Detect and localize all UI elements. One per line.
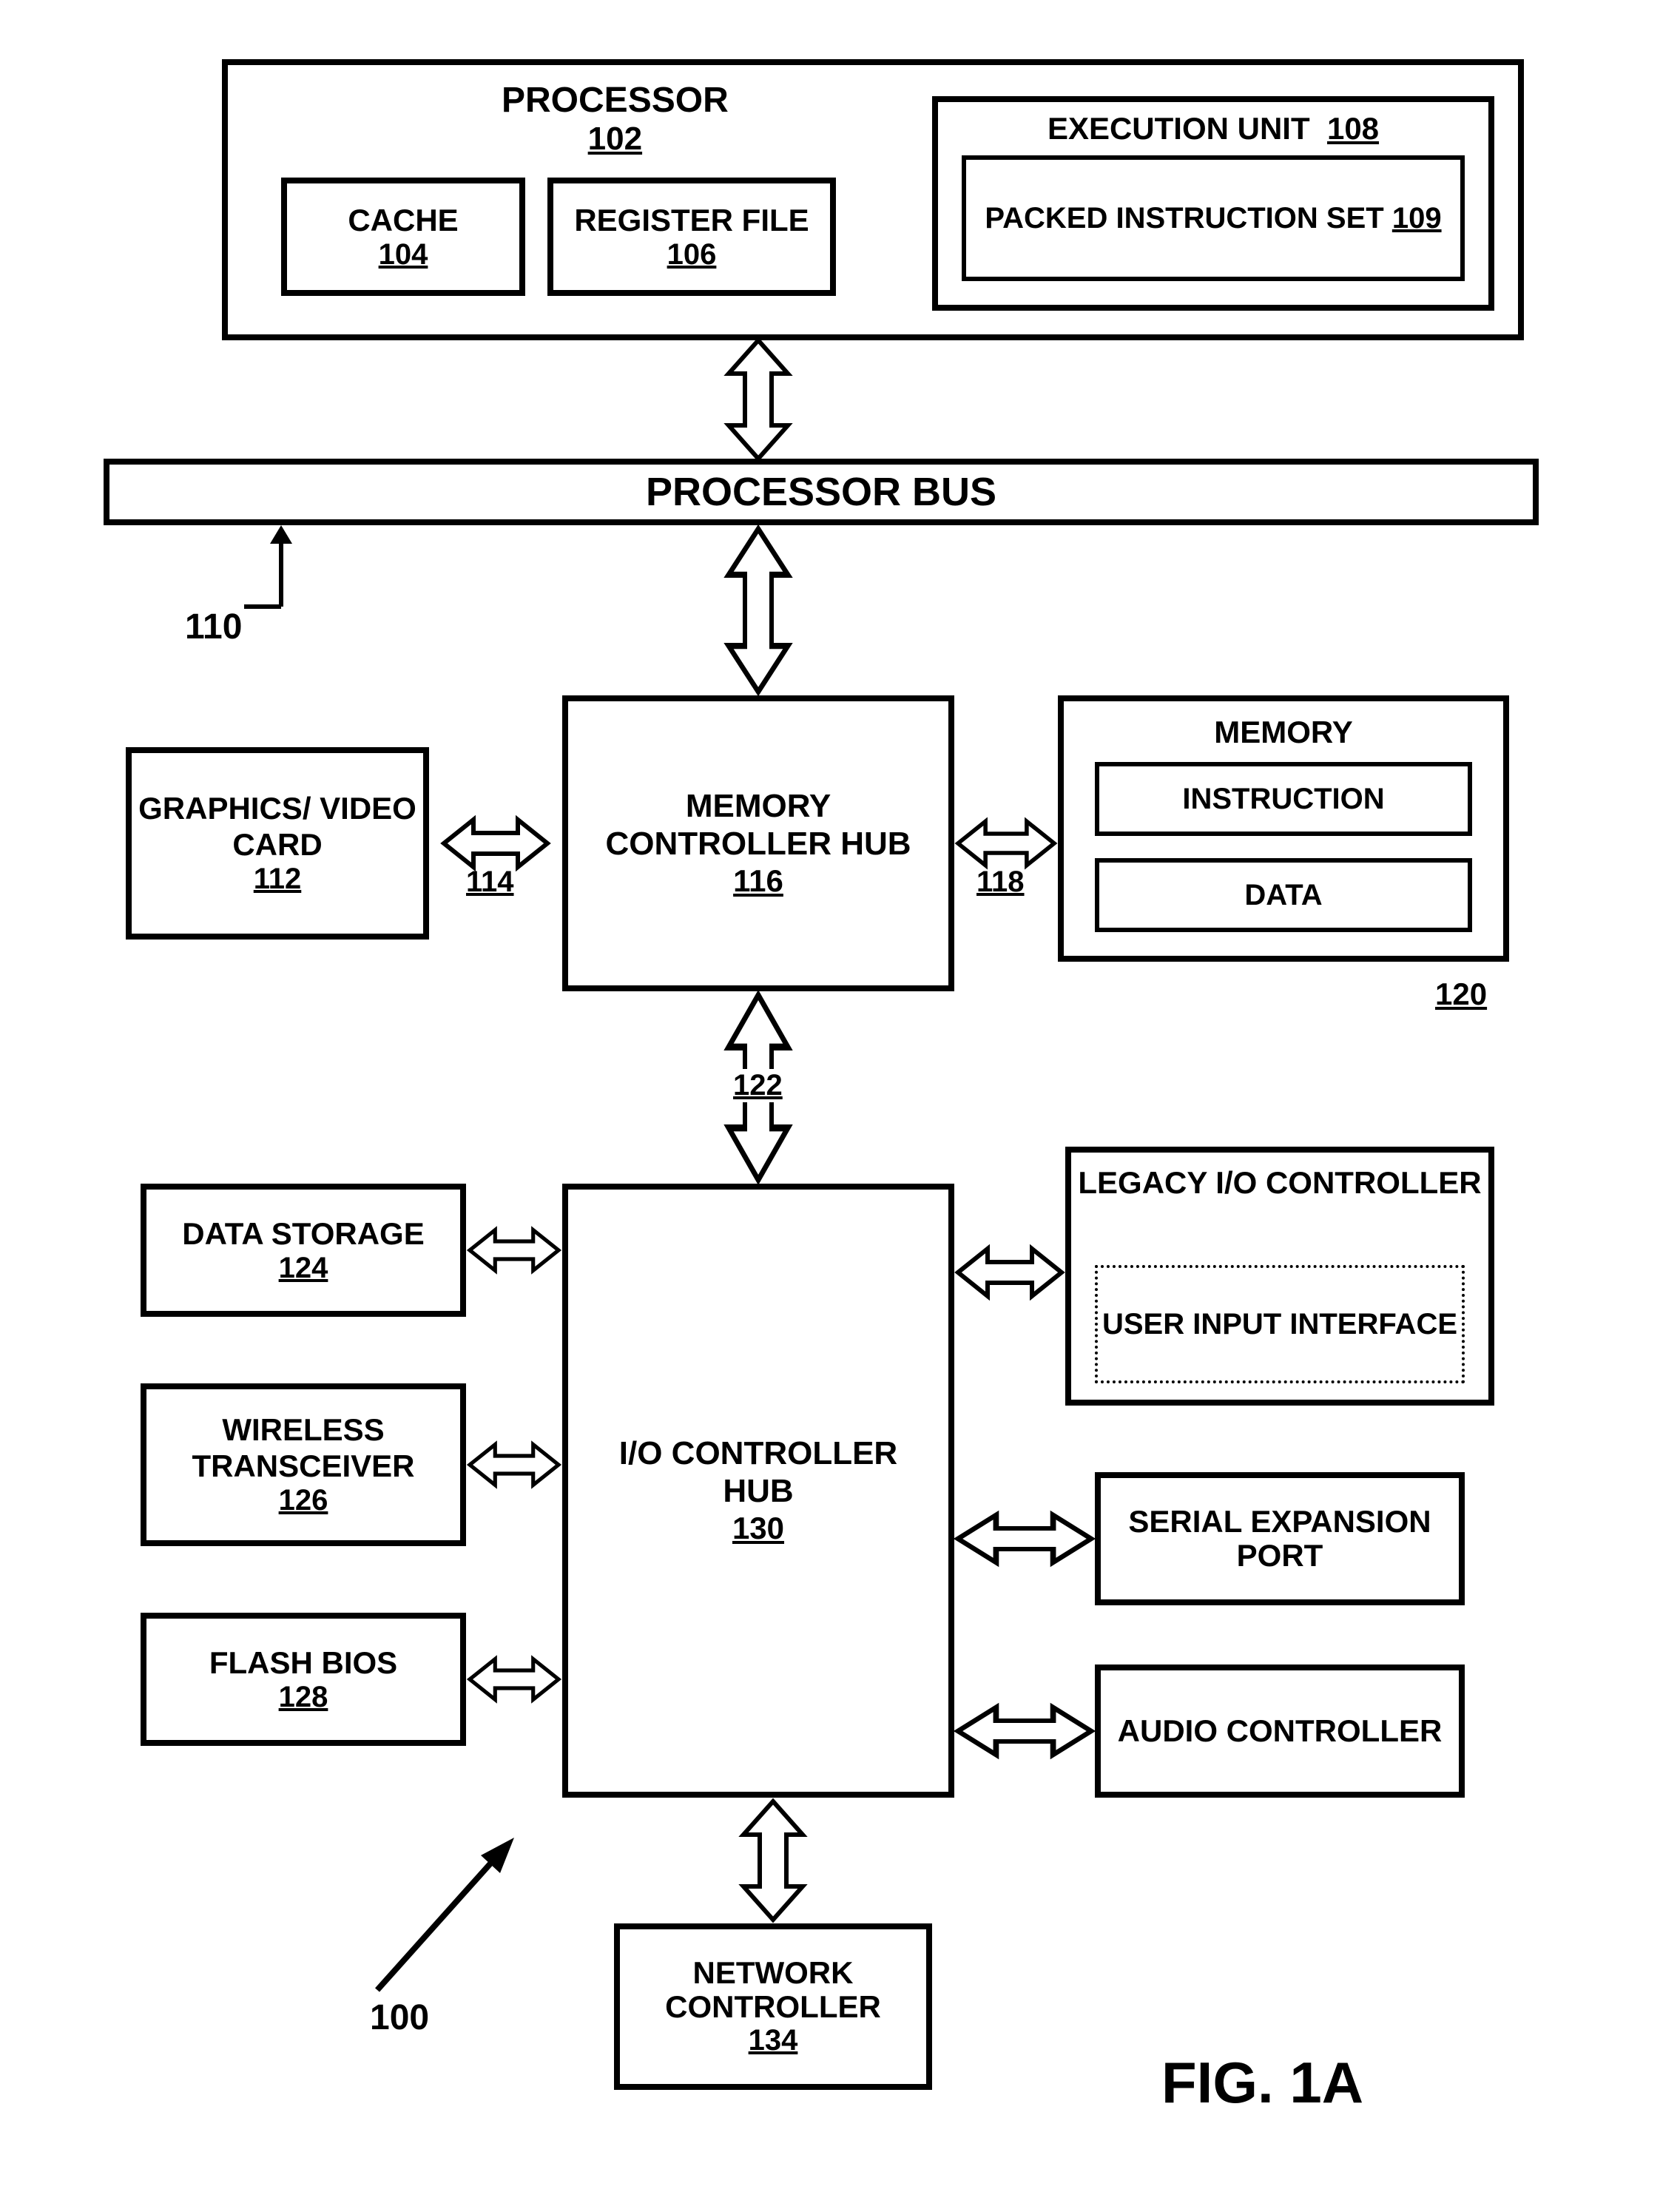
data-storage-block: DATA STORAGE 124 (141, 1184, 466, 1317)
wireless-block: WIRELESS TRANSCEIVER 126 (141, 1383, 466, 1546)
data-label: DATA (1244, 879, 1322, 912)
register-file-ref: 106 (667, 238, 717, 271)
cache-block: CACHE 104 (281, 178, 525, 296)
packed-instr-block: PACKED INSTRUCTION SET 109 (962, 155, 1465, 281)
arrow-fb-ich (470, 1650, 559, 1709)
arrow-gfx-mch-label: 114 (466, 866, 514, 899)
exec-unit-ref: 108 (1327, 111, 1379, 146)
legacy-label: LEGACY I/O CONTROLLER (1078, 1166, 1481, 1200)
instruction-label: INSTRUCTION (1182, 783, 1384, 816)
processor-bus-block: PROCESSOR BUS (104, 459, 1539, 525)
user-input-label: USER INPUT INTERFACE (1102, 1308, 1457, 1340)
graphics-block: GRAPHICS/ VIDEO CARD 112 (126, 747, 429, 940)
ich-ref: 130 (732, 1511, 784, 1546)
processor-bus-label: PROCESSOR BUS (646, 469, 996, 515)
data-storage-label: DATA STORAGE (182, 1216, 424, 1252)
network-ref: 134 (749, 2024, 798, 2057)
exec-unit-label: EXECUTION UNIT (1048, 111, 1310, 146)
memory-ref: 120 (1435, 977, 1487, 1012)
ich-label: I/O CONTROLLER HUB (568, 1435, 948, 1510)
processor-ref: 102 (502, 121, 729, 158)
system-callout: 100 (370, 1997, 429, 2038)
graphics-label: GRAPHICS/ VIDEO CARD (132, 791, 423, 863)
flash-block: FLASH BIOS 128 (141, 1613, 466, 1746)
register-file-label: REGISTER FILE (574, 203, 809, 238)
system-callout-arrow (340, 1827, 533, 2005)
graphics-ref: 112 (254, 863, 302, 896)
audio-label: AUDIO CONTROLLER (1118, 1714, 1443, 1748)
wireless-ref: 126 (279, 1484, 328, 1517)
mch-block: MEMORY CONTROLLER HUB 116 (562, 695, 954, 991)
cache-label: CACHE (348, 203, 458, 238)
arrow-mch-mem-label: 118 (976, 866, 1025, 899)
arrow-mch-mem (958, 814, 1054, 873)
wireless-label: WIRELESS TRANSCEIVER (146, 1412, 460, 1484)
arrow-gfx-mch (436, 814, 555, 873)
bus-callout: 110 (185, 607, 242, 647)
serial-block: SERIAL EXPANSION PORT (1095, 1472, 1465, 1605)
mch-ref: 116 (733, 863, 783, 899)
data-storage-ref: 124 (279, 1252, 328, 1285)
network-label: NETWORK CONTROLLER (620, 1956, 926, 2024)
arrow-proc-bus (721, 340, 795, 459)
arrow-ich-serial (958, 1509, 1091, 1568)
figure-label: FIG. 1A (1161, 2049, 1363, 2117)
network-block: NETWORK CONTROLLER 134 (614, 1923, 932, 2090)
flash-label: FLASH BIOS (209, 1645, 397, 1681)
cache-ref: 104 (379, 238, 428, 271)
arrow-ds-ich (470, 1221, 559, 1280)
arrow-mch-ich-label: 122 (729, 1069, 787, 1102)
arrow-ich-legacy (958, 1243, 1062, 1302)
memory-label: MEMORY (1214, 715, 1352, 750)
arrow-ich-net (736, 1801, 810, 1920)
instruction-block: INSTRUCTION (1095, 762, 1472, 836)
data-block: DATA (1095, 858, 1472, 932)
bus-callout-arrow (244, 525, 333, 651)
serial-label: SERIAL EXPANSION PORT (1101, 1505, 1459, 1573)
flash-ref: 128 (279, 1681, 328, 1714)
arrow-wl-ich (470, 1435, 559, 1494)
user-input-block: USER INPUT INTERFACE (1095, 1265, 1465, 1383)
register-file-block: REGISTER FILE 106 (547, 178, 836, 296)
audio-block: AUDIO CONTROLLER (1095, 1664, 1465, 1798)
arrow-ich-audio (958, 1701, 1091, 1761)
mch-label: MEMORY CONTROLLER HUB (568, 788, 948, 863)
packed-instr-label: PACKED INSTRUCTION SET (985, 202, 1383, 235)
packed-instr-ref: 109 (1392, 202, 1442, 235)
ich-block: I/O CONTROLLER HUB 130 (562, 1184, 954, 1798)
processor-label: PROCESSOR (502, 80, 729, 121)
arrow-bus-mch (721, 529, 795, 692)
